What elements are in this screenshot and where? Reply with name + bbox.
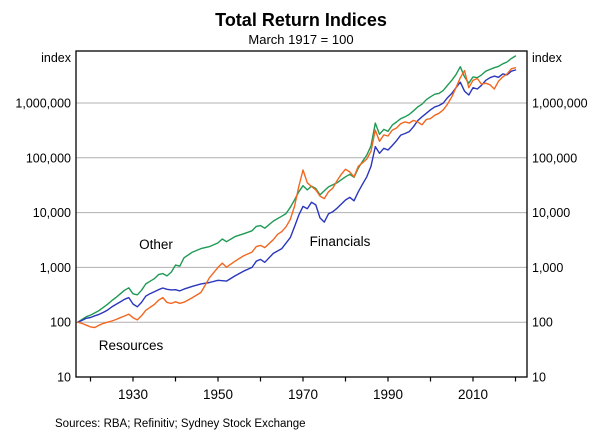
y-axis-label-right: 100 xyxy=(532,316,553,330)
y-axis-label-left: 100 xyxy=(50,316,71,330)
series-line-financials xyxy=(77,69,517,323)
y-axis-label-left: 100,000 xyxy=(26,151,71,165)
series-line-resources xyxy=(77,66,517,329)
x-axis-label: 1970 xyxy=(288,387,318,402)
gridlines-layer xyxy=(76,102,527,323)
y-axis-label-left: 10,000 xyxy=(33,206,71,220)
plot-border xyxy=(75,50,528,378)
series-label-other: Other xyxy=(139,237,173,252)
x-axis-label: 1950 xyxy=(203,387,233,402)
y-axis-label-left: 1,000,000 xyxy=(15,97,71,111)
y-axis-label-left: 1,000 xyxy=(40,261,71,275)
source-note: Sources: RBA; Refinitiv; Sydney Stock Ex… xyxy=(55,418,306,430)
x-axis-label: 1990 xyxy=(373,387,403,402)
y-axis-label-right: 1,000 xyxy=(532,261,563,275)
y-axis-label-right: 10 xyxy=(532,371,546,385)
left-axis-unit-label: index xyxy=(41,51,72,65)
axis-layer xyxy=(75,50,528,382)
right-axis-unit-label: index xyxy=(532,51,563,65)
y-axis-label-right: 100,000 xyxy=(532,151,577,165)
y-axis-label-right: 10,000 xyxy=(532,206,570,220)
chart-subtitle: March 1917 = 100 xyxy=(248,32,353,47)
x-axis-label: 2010 xyxy=(458,387,488,402)
x-axis-label: 1930 xyxy=(118,387,148,402)
y-axis-label-left: 10 xyxy=(57,371,71,385)
series-label-resources: Resources xyxy=(99,338,164,353)
series-layer xyxy=(77,55,517,329)
labels-layer: 10 10 100 100 1,000 1,000 10,000 10,000 100,000 1… xyxy=(15,97,587,403)
series-label-financials: Financials xyxy=(310,234,371,249)
chart-title: Total Return Indices xyxy=(215,10,387,30)
y-axis-label-right: 1,000,000 xyxy=(532,97,588,111)
